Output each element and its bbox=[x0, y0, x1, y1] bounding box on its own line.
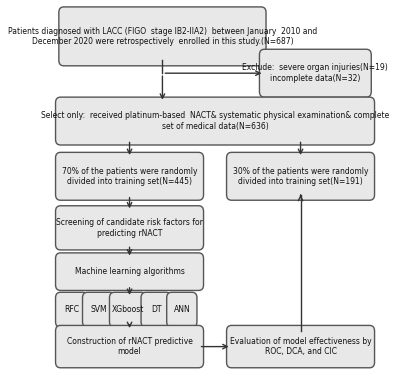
Text: Select only:  received platinum-based  NACT& systematic physical examination& co: Select only: received platinum-based NAC… bbox=[41, 111, 389, 131]
FancyBboxPatch shape bbox=[56, 253, 204, 290]
Text: DT: DT bbox=[151, 305, 162, 314]
FancyBboxPatch shape bbox=[56, 325, 204, 368]
FancyBboxPatch shape bbox=[260, 49, 371, 97]
FancyBboxPatch shape bbox=[56, 97, 374, 145]
FancyBboxPatch shape bbox=[141, 292, 171, 327]
FancyBboxPatch shape bbox=[226, 152, 374, 200]
Text: 70% of the patients were randomly
divided into training set(N=445): 70% of the patients were randomly divide… bbox=[62, 167, 197, 186]
Text: 30% of the patients were randomly
divided into training set(N=191): 30% of the patients were randomly divide… bbox=[233, 167, 368, 186]
FancyBboxPatch shape bbox=[167, 292, 197, 327]
Text: XGboost: XGboost bbox=[112, 305, 144, 314]
FancyBboxPatch shape bbox=[110, 292, 146, 327]
Text: Screening of candidate risk factors for
predicting rNACT: Screening of candidate risk factors for … bbox=[56, 218, 203, 237]
Text: RFC: RFC bbox=[64, 305, 79, 314]
Text: ANN: ANN bbox=[174, 305, 190, 314]
Text: Exclude:  severe organ injuries(N=19)
incomplete data(N=32): Exclude: severe organ injuries(N=19) inc… bbox=[242, 63, 388, 83]
FancyBboxPatch shape bbox=[226, 325, 374, 368]
FancyBboxPatch shape bbox=[56, 206, 204, 250]
Text: Evaluation of model effectiveness by
ROC, DCA, and CIC: Evaluation of model effectiveness by ROC… bbox=[230, 337, 371, 356]
FancyBboxPatch shape bbox=[56, 292, 88, 327]
Text: SVM: SVM bbox=[90, 305, 107, 314]
FancyBboxPatch shape bbox=[82, 292, 115, 327]
FancyBboxPatch shape bbox=[56, 152, 204, 200]
FancyBboxPatch shape bbox=[59, 7, 266, 66]
Text: Machine learning algorithms: Machine learning algorithms bbox=[75, 267, 184, 276]
Text: Construction of rNACT predictive
model: Construction of rNACT predictive model bbox=[67, 337, 192, 356]
Text: Patients diagnosed with LACC (FIGO  stage IB2-IIA2)  between January  2010 and
D: Patients diagnosed with LACC (FIGO stage… bbox=[8, 27, 317, 46]
